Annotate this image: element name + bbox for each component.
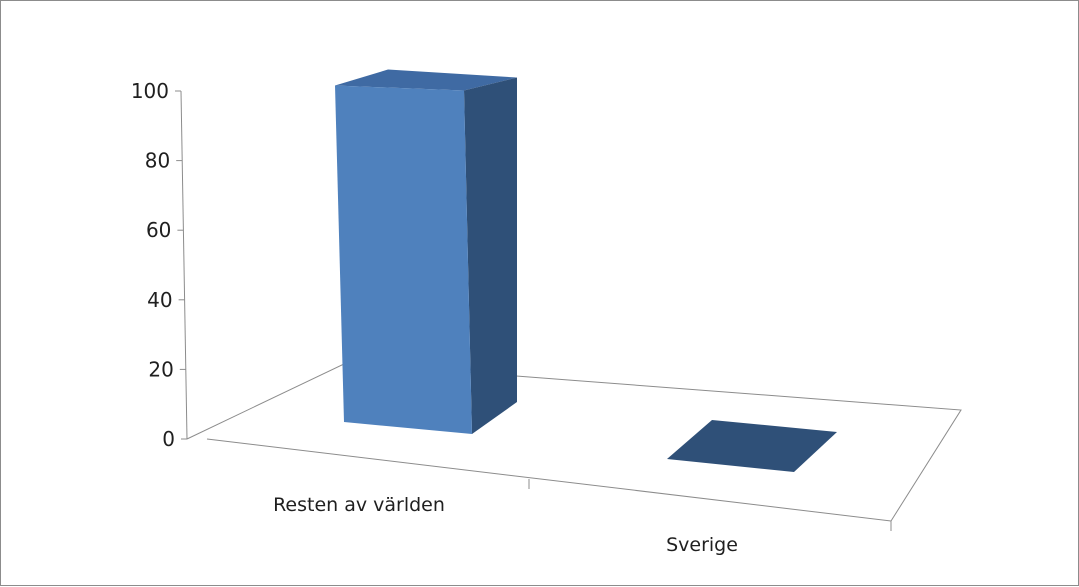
- y-axis-line: [180, 90, 188, 440]
- bar-side-resten-av-varlden: [464, 77, 517, 435]
- y-tick-label: 60: [146, 218, 171, 242]
- y-axis: 0 20 40 60 80 100: [131, 79, 188, 451]
- category-labels: Resten av världen Sverige: [273, 494, 738, 556]
- category-label-sverige: Sverige: [666, 534, 738, 556]
- x-axis-line: [206, 438, 892, 522]
- bar-top-resten-av-varlden: [335, 69, 517, 91]
- bars: [335, 69, 837, 472]
- y-tick-label: 40: [147, 288, 172, 312]
- y-tick-label: 0: [162, 427, 175, 451]
- y-tick-label: 80: [145, 149, 170, 173]
- chart-floor: [186, 362, 962, 531]
- category-label-resten-av-varlden: Resten av världen: [273, 494, 445, 516]
- bar-sverige: [667, 420, 837, 472]
- floor-outline: [186, 362, 962, 531]
- y-tick-label: 100: [131, 79, 169, 103]
- bar-front-resten-av-varlden: [335, 85, 472, 435]
- y-tick-label: 20: [148, 357, 173, 381]
